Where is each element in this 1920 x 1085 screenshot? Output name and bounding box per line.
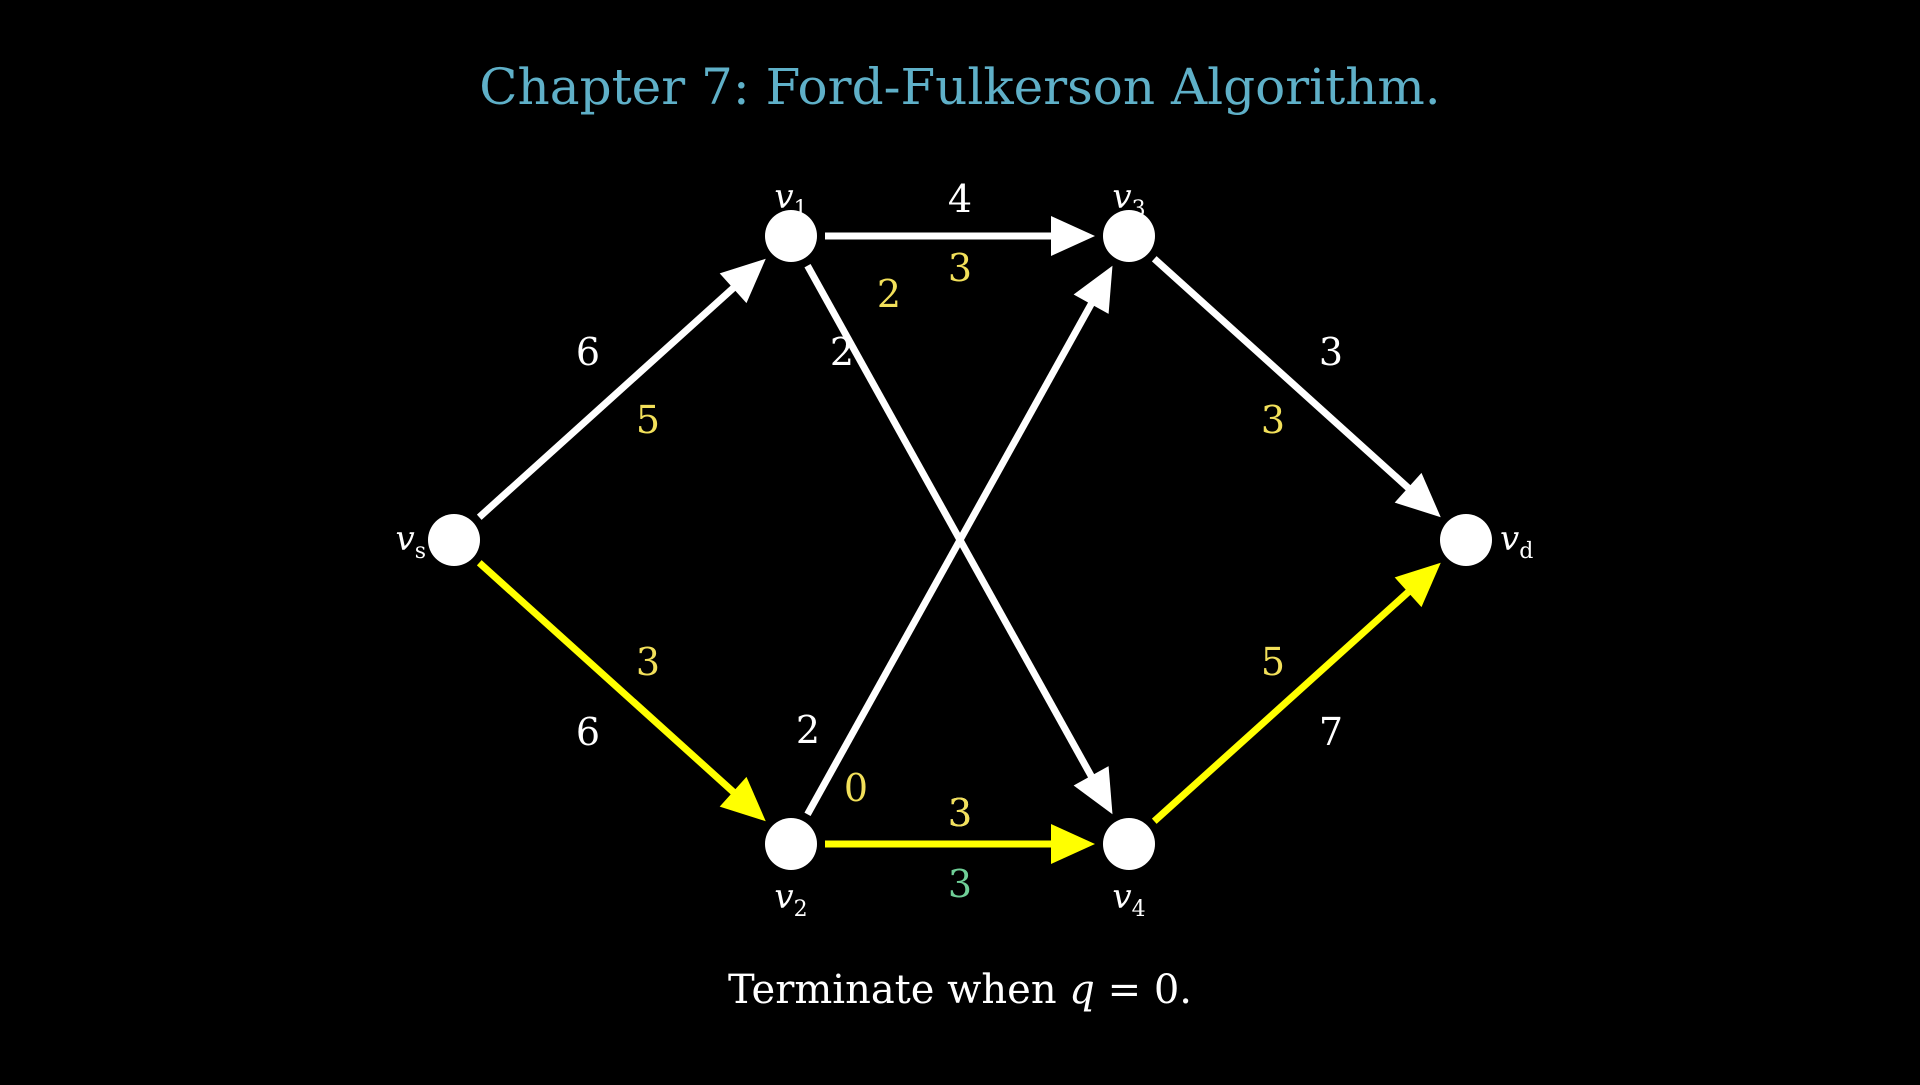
caption: Terminate when q = 0. bbox=[728, 967, 1192, 1013]
edges bbox=[476, 216, 1441, 864]
node-v2: v2 bbox=[765, 818, 817, 922]
node-label-v3: v3 bbox=[1112, 177, 1145, 222]
node-label-base: v bbox=[1112, 877, 1131, 917]
arrowhead-icon bbox=[1051, 216, 1095, 256]
edge-v1-v4 bbox=[804, 264, 1113, 815]
residual-label-v2-v3: 0 bbox=[844, 766, 868, 810]
caption-suffix: = 0. bbox=[1095, 967, 1192, 1013]
node-label-subscript: 4 bbox=[1132, 897, 1146, 922]
capacity-label-v4-vd: 7 bbox=[1319, 710, 1343, 754]
edge-v1-v3 bbox=[825, 216, 1095, 256]
node-label-v4: v4 bbox=[1112, 877, 1145, 922]
edge-line-vs-v2 bbox=[476, 560, 737, 796]
node-label-base: v bbox=[1112, 177, 1131, 217]
node-circle-v2 bbox=[765, 818, 817, 870]
residual-label-v4-vd: 5 bbox=[1261, 640, 1285, 684]
node-vs: vs bbox=[395, 514, 480, 566]
edge-line-v4-vd bbox=[1151, 588, 1412, 824]
edge-vs-v2 bbox=[476, 560, 766, 822]
caption-prefix: Terminate when bbox=[728, 967, 1069, 1013]
residual-label-vs-v1: 5 bbox=[636, 398, 660, 442]
node-label-subscript: d bbox=[1519, 539, 1533, 564]
node-label-subscript: 2 bbox=[794, 897, 808, 922]
node-v1: v1 bbox=[765, 177, 817, 262]
node-label-subscript: s bbox=[415, 539, 426, 564]
node-circle-v3 bbox=[1103, 210, 1155, 262]
node-label-subscript: 1 bbox=[794, 197, 808, 222]
node-label-base: v bbox=[1500, 519, 1519, 559]
arrowhead-icon bbox=[1394, 562, 1441, 608]
node-v4: v4 bbox=[1103, 818, 1155, 922]
capacity-label-v2-v3: 2 bbox=[796, 708, 820, 752]
edge-line-v3-vd bbox=[1151, 256, 1412, 492]
residual-label-v3-vd: 3 bbox=[1261, 398, 1285, 442]
node-label-base: v bbox=[395, 519, 414, 559]
residual-label-v1-v4: 2 bbox=[877, 272, 901, 316]
caption-variable: q bbox=[1069, 967, 1095, 1013]
arrowhead-icon bbox=[719, 776, 766, 822]
node-label-base: v bbox=[774, 877, 793, 917]
node-circle-v4 bbox=[1103, 818, 1155, 870]
edge-line-v1-v4 bbox=[804, 264, 1096, 780]
residual-label-vs-v2: 3 bbox=[636, 640, 660, 684]
edge-line-v2-v3 bbox=[804, 300, 1096, 816]
node-v3: v3 bbox=[1103, 177, 1155, 262]
arrowhead-icon bbox=[1073, 265, 1113, 314]
node-label-base: v bbox=[774, 177, 793, 217]
node-circle-vs bbox=[428, 514, 480, 566]
edge-v2-v3 bbox=[804, 265, 1113, 816]
node-vd: vd bbox=[1440, 514, 1533, 566]
residual-label-v1-v3: 3 bbox=[948, 246, 972, 290]
arrowhead-icon bbox=[1051, 824, 1095, 864]
edge-v3-vd bbox=[1151, 256, 1441, 518]
edge-vs-v1 bbox=[476, 258, 766, 520]
bottleneck-label-v2-v4: 3 bbox=[948, 862, 972, 906]
capacity-label-vs-v2: 6 bbox=[576, 710, 600, 754]
capacity-label-v1-v4: 2 bbox=[830, 330, 854, 374]
node-label-v1: v1 bbox=[774, 177, 807, 222]
arrowhead-icon bbox=[1073, 766, 1113, 815]
node-label-v2: v2 bbox=[774, 877, 807, 922]
capacity-label-v1-v3: 4 bbox=[948, 177, 972, 221]
edge-line-vs-v1 bbox=[476, 284, 737, 520]
capacity-label-v2-v4: 3 bbox=[948, 791, 972, 835]
edge-v4-vd bbox=[1151, 562, 1441, 824]
capacity-label-vs-v1: 6 bbox=[576, 330, 600, 374]
capacity-label-v3-vd: 3 bbox=[1319, 330, 1343, 374]
node-label-vs: vs bbox=[395, 519, 426, 564]
slide-title: Chapter 7: Ford-Fulkerson Algorithm. bbox=[479, 58, 1440, 116]
node-label-subscript: 3 bbox=[1132, 197, 1146, 222]
node-label-vd: vd bbox=[1500, 519, 1533, 564]
node-circle-v1 bbox=[765, 210, 817, 262]
arrowhead-icon bbox=[1394, 472, 1441, 518]
arrowhead-icon bbox=[719, 258, 766, 304]
residual-label-v2-v4: 3 bbox=[948, 791, 972, 835]
edge-v2-v4 bbox=[825, 824, 1095, 864]
node-circle-vd bbox=[1440, 514, 1492, 566]
